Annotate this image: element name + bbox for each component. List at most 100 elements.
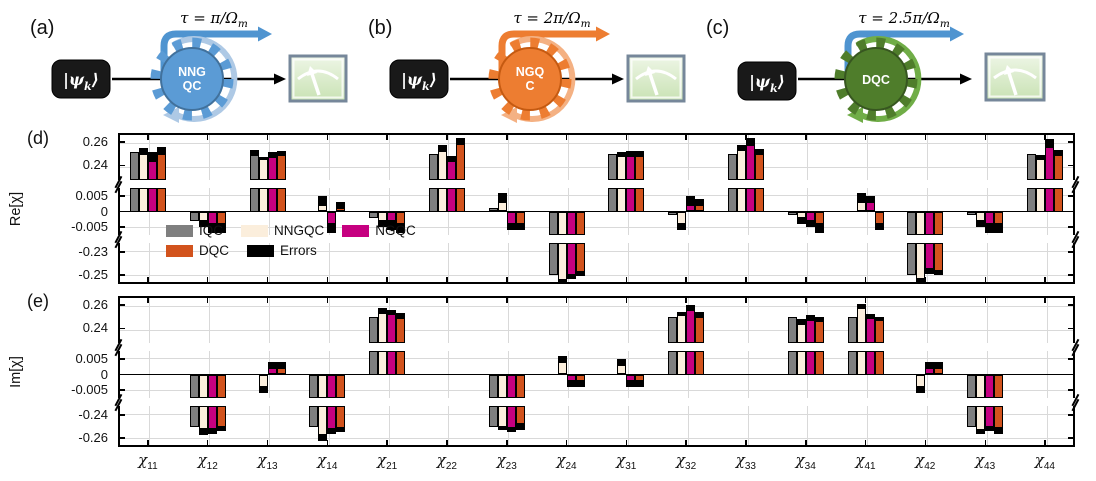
bar-DQC-chi41 xyxy=(874,320,884,343)
errorbar-NNGQC-chi21 xyxy=(378,220,388,228)
ket-box xyxy=(737,61,797,101)
y-tick xyxy=(1068,389,1073,391)
bar-IQC-chi14 xyxy=(309,406,319,427)
v-gridline xyxy=(807,135,809,180)
errorbar-NNGQC-chi41 xyxy=(856,192,866,203)
bar-DQC-chi33 xyxy=(755,188,765,212)
errorbar-NGQC-chi23 xyxy=(506,224,516,231)
errorbar-NNGQC-chi34 xyxy=(796,217,806,225)
bar-NGQC-chi32 xyxy=(686,351,696,375)
chi-subscript: 11 xyxy=(147,461,158,472)
y-tick-label: -0.24 xyxy=(78,406,108,422)
bar-NGQC-chi44 xyxy=(1045,188,1055,212)
x-category-label-chi13: χ13 xyxy=(238,451,298,472)
x-tick xyxy=(745,440,747,445)
y-tick xyxy=(120,141,125,143)
v-gridline xyxy=(568,406,570,445)
x-tick xyxy=(266,298,269,303)
bar-NNGQC-chi42 xyxy=(916,374,926,388)
x-tick xyxy=(924,277,927,282)
bar-NNGQC-chi34 xyxy=(796,323,806,343)
h-gridline xyxy=(120,358,1073,360)
legend-swatch-dqc xyxy=(166,244,193,257)
bar-IQC-chi24 xyxy=(548,243,558,276)
h-gridline xyxy=(120,437,1073,439)
v-gridline xyxy=(807,243,809,282)
bar-NGQC-chi14 xyxy=(327,406,337,429)
bar-DQC-chi31 xyxy=(635,374,645,381)
y-tick xyxy=(120,251,125,253)
bar-DQC-chi32 xyxy=(695,205,705,212)
legend-item-ngqc: NGQC xyxy=(342,223,416,238)
x-tick xyxy=(625,440,628,445)
bar-NGQC-chi33 xyxy=(746,145,756,180)
x-tick xyxy=(326,277,329,282)
chi-subscript: 13 xyxy=(266,461,278,472)
errorbar-NNGQC-chi43 xyxy=(976,430,986,434)
errorbar-DQC-chi42 xyxy=(934,361,944,369)
bar-IQC-chi41 xyxy=(847,351,857,375)
chi-symbol: χ xyxy=(376,451,387,469)
y-tick xyxy=(120,304,125,306)
bar-DQC-chi13 xyxy=(276,188,286,212)
legend-swatch-ngqc xyxy=(342,224,370,237)
x-tick xyxy=(924,135,927,140)
bar-IQC-chi32 xyxy=(668,316,678,343)
bar-IQC-chi12 xyxy=(189,406,199,427)
tau-arrow-icon xyxy=(844,30,950,79)
bar-NNGQC-chi42 xyxy=(916,211,926,235)
diagram-b-svg: (b) |ψk⟩ τ = 2π/Ωm NGQ C xyxy=(368,9,686,123)
chi-subscript: 21 xyxy=(386,461,398,472)
errorbar-NGQC-chi12 xyxy=(207,428,217,434)
errorbar-DQC-chi31 xyxy=(635,380,645,388)
arrowhead-icon xyxy=(612,73,624,85)
bar-NNGQC-chi41 xyxy=(856,351,866,375)
errorbar-DQC-chi22 xyxy=(455,138,465,145)
bar-DQC-chi34 xyxy=(814,351,824,375)
y-tick-labels-d: 0.26 0.24 0.005 0 -0.005 -0.23 -0.25 xyxy=(54,133,114,284)
v-gridline xyxy=(867,135,869,180)
zero-axis-line xyxy=(118,210,1075,213)
x-tick xyxy=(745,135,747,140)
bar-DQC-chi43 xyxy=(994,211,1004,225)
arrowhead-icon xyxy=(274,73,286,85)
bar-NNGQC-chi12 xyxy=(198,406,208,429)
bar-DQC-chi22 xyxy=(455,144,465,180)
y-tick-label: 0.005 xyxy=(75,187,108,203)
bar-DQC-chi44 xyxy=(1054,188,1064,212)
x-tick xyxy=(147,277,149,282)
errorbar-NNGQC-chi14 xyxy=(318,195,328,206)
bar-NGQC-chi14 xyxy=(327,211,337,225)
legend-item-dqc: DQC xyxy=(166,243,229,258)
chi-symbol: χ xyxy=(317,451,327,469)
x-tick xyxy=(386,135,388,140)
x-category-label-chi43: χ43 xyxy=(955,451,1015,472)
gear-teeth-icon xyxy=(488,37,572,121)
v-gridline xyxy=(508,298,510,343)
y-tick xyxy=(1068,327,1073,330)
y-tick-label: 0.26 xyxy=(82,133,108,149)
v-gridline xyxy=(1046,243,1048,282)
bar-NGQC-chi34 xyxy=(805,351,815,375)
x-tick xyxy=(1044,277,1046,282)
bar-DQC-chi32 xyxy=(695,351,705,375)
tau-label: τ = 2π/Ωm xyxy=(513,9,590,30)
bar-NGQC-chi32 xyxy=(686,205,696,212)
v-gridline xyxy=(269,298,271,343)
v-gridline xyxy=(209,298,211,343)
bar-DQC-chi34 xyxy=(814,321,824,343)
chi-symbol: χ xyxy=(675,451,686,469)
errorbar-DQC-chi31 xyxy=(635,151,645,156)
h-gridline xyxy=(120,195,1073,197)
bar-IQC-chi31 xyxy=(608,153,618,180)
bar-NGQC-chi21 xyxy=(387,314,397,343)
legend-label: DQC xyxy=(199,243,229,258)
chi-subscript: 42 xyxy=(924,461,936,472)
bar-IQC-chi44 xyxy=(1027,153,1037,180)
v-gridline xyxy=(508,135,510,180)
v-gridline xyxy=(448,406,450,445)
gear-label: DQC xyxy=(862,73,890,87)
bar-NNGQC-chi22 xyxy=(437,188,447,212)
chi-symbol: χ xyxy=(735,451,745,469)
legend-item-nngqc: NNGQC xyxy=(241,223,324,238)
